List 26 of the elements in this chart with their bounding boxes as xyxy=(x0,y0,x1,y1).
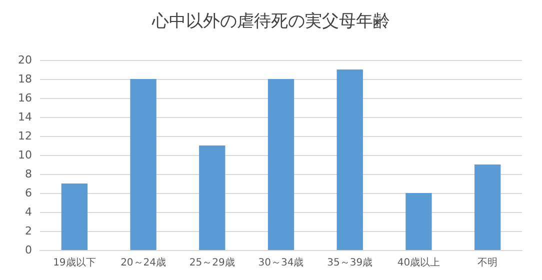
bar xyxy=(474,164,501,250)
x-tick-label: 25～29歳 xyxy=(189,256,235,268)
y-tick-label: 6 xyxy=(25,186,32,200)
bar xyxy=(199,146,226,250)
x-tick-label: 19歳以下 xyxy=(53,256,96,268)
bar xyxy=(268,79,294,250)
x-tick-label: 20～24歳 xyxy=(120,256,166,268)
bar xyxy=(130,79,156,250)
bar xyxy=(61,184,88,250)
y-tick-label: 8 xyxy=(25,168,32,180)
y-tick-label: 0 xyxy=(25,244,32,256)
y-tick-label: 18 xyxy=(18,72,32,86)
x-tick-label: 30～34歳 xyxy=(258,256,304,268)
bar xyxy=(336,70,363,250)
x-tick-label: 40歳以上 xyxy=(397,256,440,268)
x-tick-label: 不明 xyxy=(478,258,498,268)
y-tick-label: 20 xyxy=(18,54,32,66)
chart-title: 心中以外の虐待死の実父母年齢 xyxy=(151,12,390,32)
y-tick-label: 10 xyxy=(18,148,32,162)
y-tick-label: 4 xyxy=(25,206,32,218)
bar xyxy=(406,193,432,250)
y-tick-label: 2 xyxy=(25,224,32,238)
y-tick-label: 12 xyxy=(18,130,32,142)
x-tick-label: 35～39歳 xyxy=(327,256,373,268)
y-tick-label: 14 xyxy=(18,110,32,124)
y-tick-label: 16 xyxy=(18,92,32,104)
